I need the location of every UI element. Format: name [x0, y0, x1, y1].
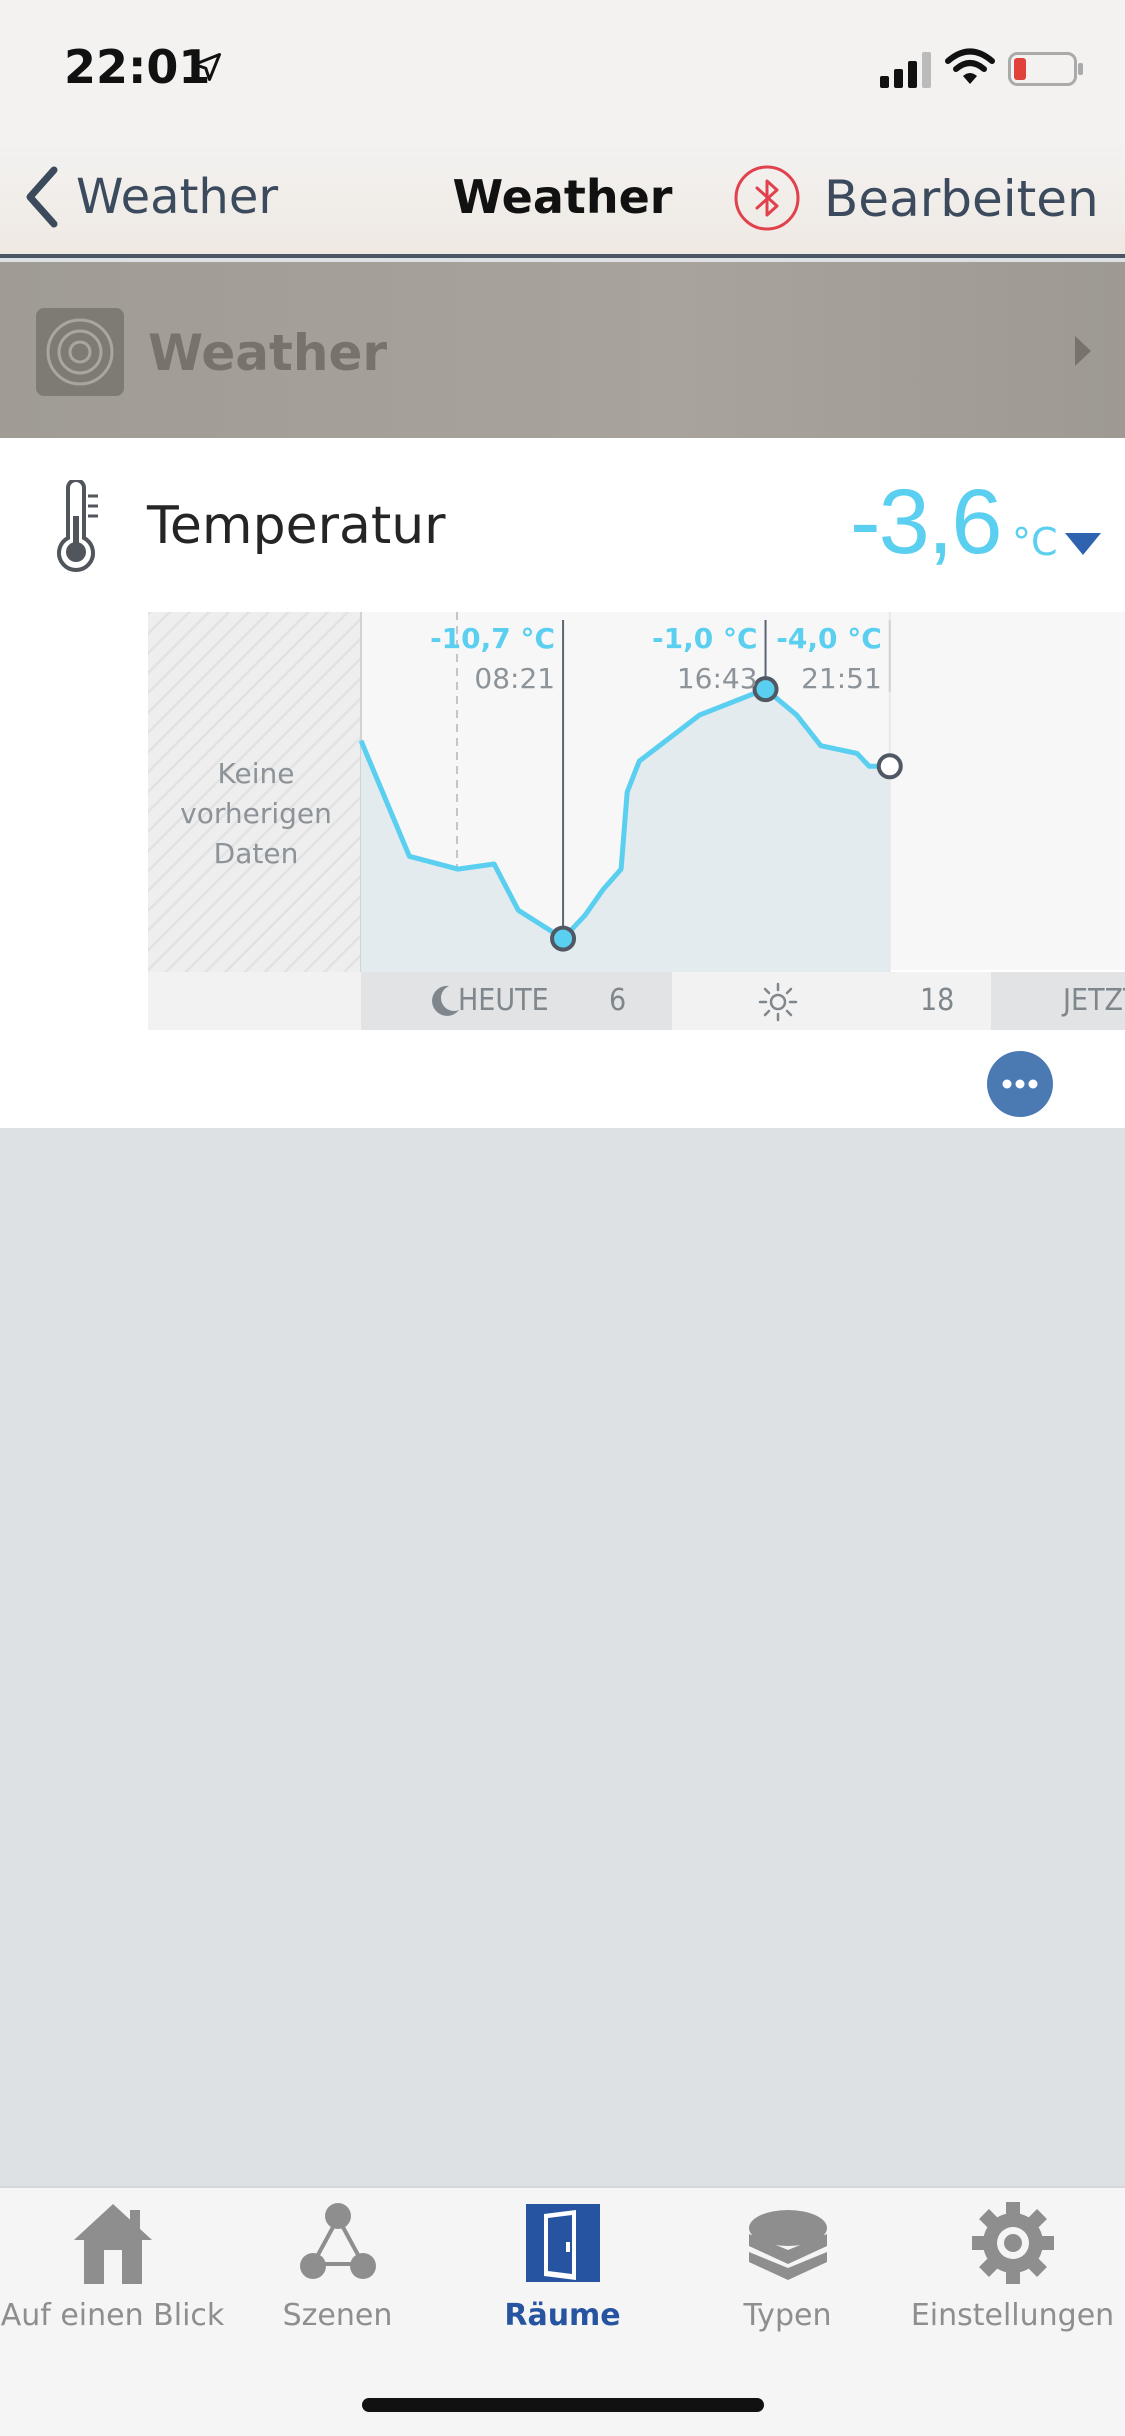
- annotation-temp-max: -1,0 °C: [652, 622, 758, 655]
- tab-overview[interactable]: Auf einen Blick: [0, 2198, 225, 2338]
- no-data-region: [148, 612, 361, 972]
- tab-label: Typen: [743, 2298, 832, 2333]
- wifi-icon: [945, 48, 995, 84]
- navigation-bar: [0, 140, 1125, 258]
- caret-down-icon[interactable]: [1065, 533, 1101, 555]
- axis-night-segment: [361, 972, 672, 1030]
- data-point-max[interactable]: [752, 676, 779, 703]
- caret-right-icon: [1075, 336, 1091, 366]
- edit-button[interactable]: Bearbeiten: [824, 170, 1099, 228]
- axis-now-segment: [991, 972, 1125, 1030]
- annotation-temp-current: -4,0 °C: [776, 622, 882, 655]
- more-options-button[interactable]: [987, 1051, 1053, 1117]
- room-name: Weather: [148, 324, 388, 382]
- chevron-left-icon: [26, 166, 58, 228]
- tab-label: Räume: [504, 2298, 621, 2333]
- tab-label: Auf einen Blick: [0, 2298, 225, 2333]
- location-arrow-icon: [193, 53, 221, 81]
- axis-label-18: 18: [920, 983, 955, 1018]
- temperature-chart[interactable]: [148, 612, 1125, 972]
- tab-scenes[interactable]: Szenen: [225, 2198, 450, 2338]
- layers-icon: [748, 2210, 827, 2280]
- room-weather-icon: [36, 308, 124, 396]
- battery-icon: [1008, 52, 1083, 86]
- tab-label: Einstellungen: [910, 2298, 1115, 2333]
- annotation-time-min: 08:21: [474, 662, 556, 695]
- bluetooth-icon[interactable]: [733, 164, 801, 232]
- axis-label-now: JETZT: [1063, 983, 1125, 1018]
- ellipsis-icon: [1002, 1079, 1038, 1089]
- gear-icon: [971, 2202, 1054, 2284]
- annotation-time-current: 21:51: [801, 662, 882, 695]
- room-header[interactable]: Weather: [0, 262, 1125, 438]
- back-label: Weather: [76, 169, 279, 225]
- no-data-label: Keine vorherigen Daten: [180, 757, 332, 870]
- status-time: 22:01: [64, 40, 211, 94]
- axis-label-today: HEUTE: [458, 983, 549, 1018]
- axis-label-6: 6: [609, 983, 627, 1018]
- tab-label: Szenen: [282, 2298, 393, 2333]
- temperature-value: -3,6: [850, 471, 1003, 573]
- scenes-icon: [299, 2203, 376, 2279]
- temperature-unit: °C: [1012, 520, 1058, 564]
- tab-types[interactable]: Typen: [675, 2198, 900, 2338]
- annotation-time-max: 16:43: [676, 662, 758, 695]
- status-bar: [0, 0, 1125, 140]
- home-indicator: [362, 2398, 764, 2412]
- moon-icon: [432, 985, 459, 1016]
- data-point-min[interactable]: [550, 925, 577, 952]
- tab-rooms[interactable]: Räume: [450, 2198, 675, 2338]
- thermometer-icon: [57, 480, 98, 572]
- cellular-signal-icon: [880, 52, 931, 88]
- home-icon: [73, 2204, 152, 2284]
- tab-settings[interactable]: Einstellungen: [900, 2198, 1125, 2338]
- door-icon: [525, 2204, 600, 2282]
- annotation-temp-min: -10,7 °C: [430, 622, 556, 655]
- sensor-label: Temperatur: [147, 496, 446, 556]
- back-button[interactable]: Weather: [22, 162, 278, 232]
- temperature-line: [358, 686, 890, 942]
- data-point-current[interactable]: [876, 753, 903, 780]
- sun-icon: [758, 982, 798, 1022]
